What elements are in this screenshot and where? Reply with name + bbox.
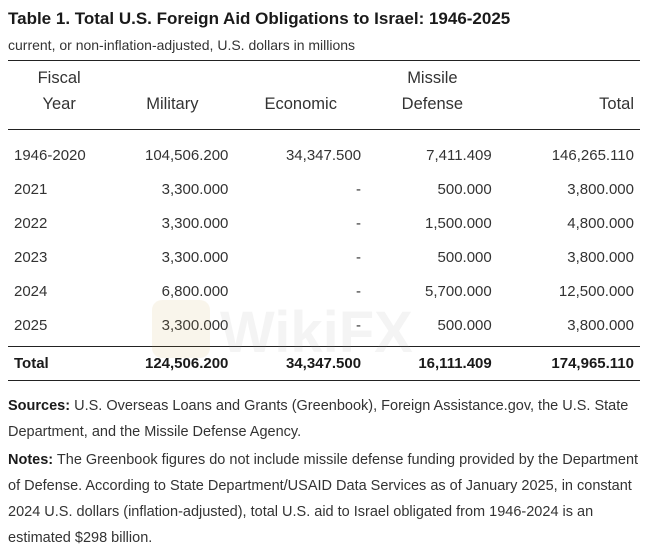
notes-text: The Greenbook figures do not include mis… <box>8 452 639 546</box>
table-row: 1946-2020 104,506.200 34,347.500 7,411.4… <box>8 130 640 173</box>
table-row: 2025 3,300.000 - 500.000 3,800.000 <box>8 308 640 347</box>
notes-paragraph: Notes: The Greenbook figures do not incl… <box>8 447 640 551</box>
header-total: Total <box>599 95 634 113</box>
total-label: Total <box>14 355 49 372</box>
total-economic: 34,347.500 <box>285 355 362 372</box>
sources-paragraph: Sources: U.S. Overseas Loans and Grants … <box>8 393 640 445</box>
document: Table 1. Total U.S. Foreign Aid Obligati… <box>8 8 640 553</box>
cell-military: 3,300.000 <box>161 316 229 334</box>
header-defense-line: Defense <box>401 95 464 113</box>
cell-missile: 500.000 <box>437 316 492 334</box>
header-fiscal-line: Fiscal <box>37 69 81 87</box>
cell-military: 3,300.000 <box>161 214 229 232</box>
total-row: Total 124,506.200 34,347.500 16,111.409 … <box>8 346 640 381</box>
total-missile: 16,111.409 <box>418 355 492 372</box>
cell-military: 104,506.200 <box>144 146 229 164</box>
table-title: Table 1. Total U.S. Foreign Aid Obligati… <box>8 9 511 28</box>
table-row: 2023 3,300.000 - 500.000 3,800.000 <box>8 240 640 274</box>
header-economic: Economic <box>264 95 337 113</box>
table-row: 2021 3,300.000 - 500.000 3,800.000 <box>8 172 640 206</box>
header-year-line: Year <box>42 95 76 113</box>
cell-military: 3,300.000 <box>161 248 229 266</box>
cell-total: 12,500.000 <box>558 282 634 300</box>
cell-total: 3,800.000 <box>567 248 634 266</box>
total-military: 124,506.200 <box>144 355 229 372</box>
cell-total: 3,800.000 <box>567 316 634 334</box>
cell-year: 2024 <box>14 282 48 300</box>
cell-missile: 7,411.409 <box>426 146 492 164</box>
aid-table: Fiscal Year Military Economic Missile De… <box>8 60 640 381</box>
cell-total: 4,800.000 <box>567 214 634 232</box>
cell-economic: - <box>356 282 362 300</box>
cell-year: 2022 <box>14 214 48 232</box>
sources-text: U.S. Overseas Loans and Grants (Greenboo… <box>8 398 629 440</box>
header-missile-line: Missile <box>407 69 458 87</box>
cell-missile: 1,500.000 <box>425 214 492 232</box>
footnotes: Sources: U.S. Overseas Loans and Grants … <box>8 393 640 551</box>
cell-economic: - <box>356 316 362 334</box>
header-row: Fiscal Year Military Economic Missile De… <box>8 61 640 130</box>
cell-total: 3,800.000 <box>567 180 634 198</box>
header-missile-defense: Missile Defense <box>367 61 498 130</box>
cell-total: 146,265.110 <box>551 146 634 164</box>
table-row: 2022 3,300.000 - 1,500.000 4,800.000 <box>8 206 640 240</box>
table-row: 2024 6,800.000 - 5,700.000 12,500.000 <box>8 274 640 308</box>
cell-year: 2021 <box>14 180 48 198</box>
cell-year: 2025 <box>14 316 48 334</box>
cell-missile: 5,700.000 <box>425 282 492 300</box>
cell-year: 2023 <box>14 248 48 266</box>
cell-military: 6,800.000 <box>161 282 229 300</box>
notes-label: Notes: <box>8 452 54 468</box>
total-total: 174,965.110 <box>551 355 634 372</box>
table-subtitle: current, or non-inflation-adjusted, U.S.… <box>8 37 356 53</box>
cell-year: 1946-2020 <box>14 146 86 164</box>
header-military: Military <box>146 95 199 113</box>
cell-economic: - <box>356 180 362 198</box>
cell-military: 3,300.000 <box>161 180 229 198</box>
sources-label: Sources: <box>8 398 71 414</box>
cell-economic: 34,347.500 <box>285 146 362 164</box>
cell-missile: 500.000 <box>437 180 492 198</box>
cell-economic: - <box>356 214 362 232</box>
cell-missile: 500.000 <box>437 248 492 266</box>
header-fiscal-year: Fiscal Year <box>8 61 110 130</box>
cell-economic: - <box>356 248 362 266</box>
